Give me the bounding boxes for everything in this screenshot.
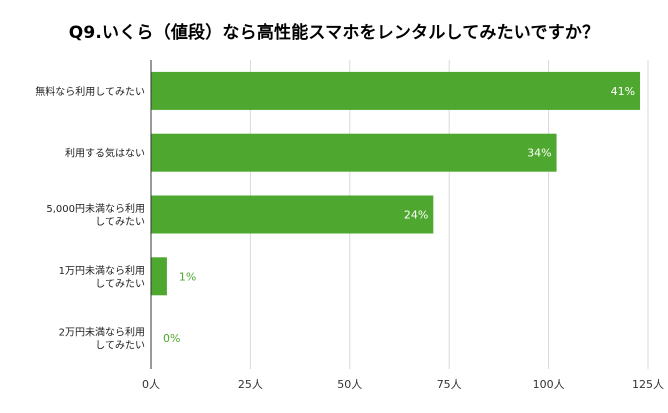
category-label-4-1: してみたい <box>95 340 145 352</box>
bar-3 <box>151 257 167 296</box>
x-tick-label-0: 0人 <box>142 378 160 391</box>
x-tick-label-2: 50人 <box>337 378 362 391</box>
category-label-0-0: 無料なら利用してみたい <box>35 85 145 98</box>
x-tick-label-4: 100人 <box>533 378 565 391</box>
data-label-4: 0% <box>163 332 180 345</box>
data-label-2: 24% <box>404 209 428 222</box>
category-label-3-0: 1万円未満なら利用 <box>59 265 145 277</box>
data-label-1: 34% <box>527 147 551 160</box>
category-label-2-0: 5,000円未満なら利用 <box>46 203 145 215</box>
bar-1 <box>151 133 557 172</box>
bar-0 <box>151 71 641 110</box>
x-tick-label-5: 125人 <box>632 378 664 391</box>
category-label-2-1: してみたい <box>95 216 145 228</box>
data-label-3: 1% <box>179 270 196 283</box>
x-tick-label-1: 25人 <box>238 378 263 391</box>
x-tick-label-3: 75人 <box>437 378 462 391</box>
category-label-4-0: 2万円未満なら利用 <box>59 327 145 339</box>
bar-2 <box>151 195 434 234</box>
category-label-3-1: してみたい <box>95 278 145 290</box>
data-label-0: 41% <box>611 85 635 98</box>
category-label-1-0: 利用する気はない <box>65 147 145 160</box>
chart-title: Q9.いくら（値段）なら高性能スマホをレンタルしてみたいですか？ <box>68 23 600 43</box>
